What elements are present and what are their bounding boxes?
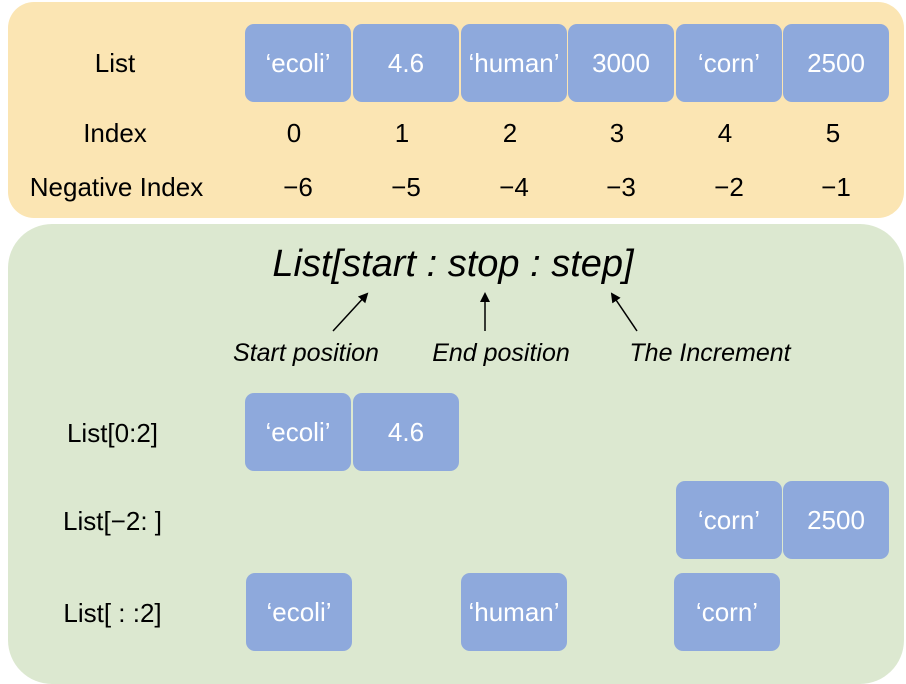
list-cell-2: ‘human’ [461, 24, 567, 102]
example-0-cell-1: 4.6 [353, 393, 459, 471]
negative-index-row-label: Negative Index [29, 172, 204, 202]
negative-index-value-3: −3 [606, 172, 636, 202]
example-2-label: List[ : :2] [63, 598, 162, 628]
index-value-3: 3 [609, 118, 625, 148]
example-0-label: List[0:2] [66, 418, 159, 448]
list-cell-5: 2500 [783, 24, 889, 102]
slice-syntax: List[start : stop : step] [272, 243, 634, 285]
step-arrow [610, 292, 638, 332]
negative-index-value-4: −2 [714, 172, 744, 202]
end-position-caption: End position [432, 339, 570, 367]
example-1-cell-1: 2500 [783, 481, 889, 559]
index-value-0: 0 [286, 118, 302, 148]
index-row-label: Index [83, 118, 147, 148]
example-0-cell-0: ‘ecoli’ [245, 393, 351, 471]
example-1-label: List[−2: ] [63, 506, 162, 536]
example-2-cell-0: ‘ecoli’ [246, 573, 352, 651]
list-cell-1: 4.6 [353, 24, 459, 102]
example-2-cell-1: ‘human’ [461, 573, 567, 651]
example-2-cell-2: ‘corn’ [674, 573, 780, 651]
increment-caption: The Increment [629, 339, 791, 367]
list-cell-4: ‘corn’ [676, 24, 782, 102]
index-value-1: 1 [394, 118, 410, 148]
negative-index-value-2: −4 [499, 172, 529, 202]
example-1-cell-0: ‘corn’ [676, 481, 782, 559]
index-value-5: 5 [825, 118, 841, 148]
index-value-4: 4 [717, 118, 733, 148]
negative-index-value-1: −5 [391, 172, 421, 202]
index-value-2: 2 [502, 118, 518, 148]
negative-index-value-5: −1 [821, 172, 851, 202]
start-arrow [332, 292, 369, 332]
list-cell-3: 3000 [568, 24, 674, 102]
start-position-caption: Start position [233, 339, 379, 367]
list-cell-0: ‘ecoli’ [245, 24, 351, 102]
negative-index-value-0: −6 [283, 172, 313, 202]
list-row-label: List [94, 48, 136, 78]
